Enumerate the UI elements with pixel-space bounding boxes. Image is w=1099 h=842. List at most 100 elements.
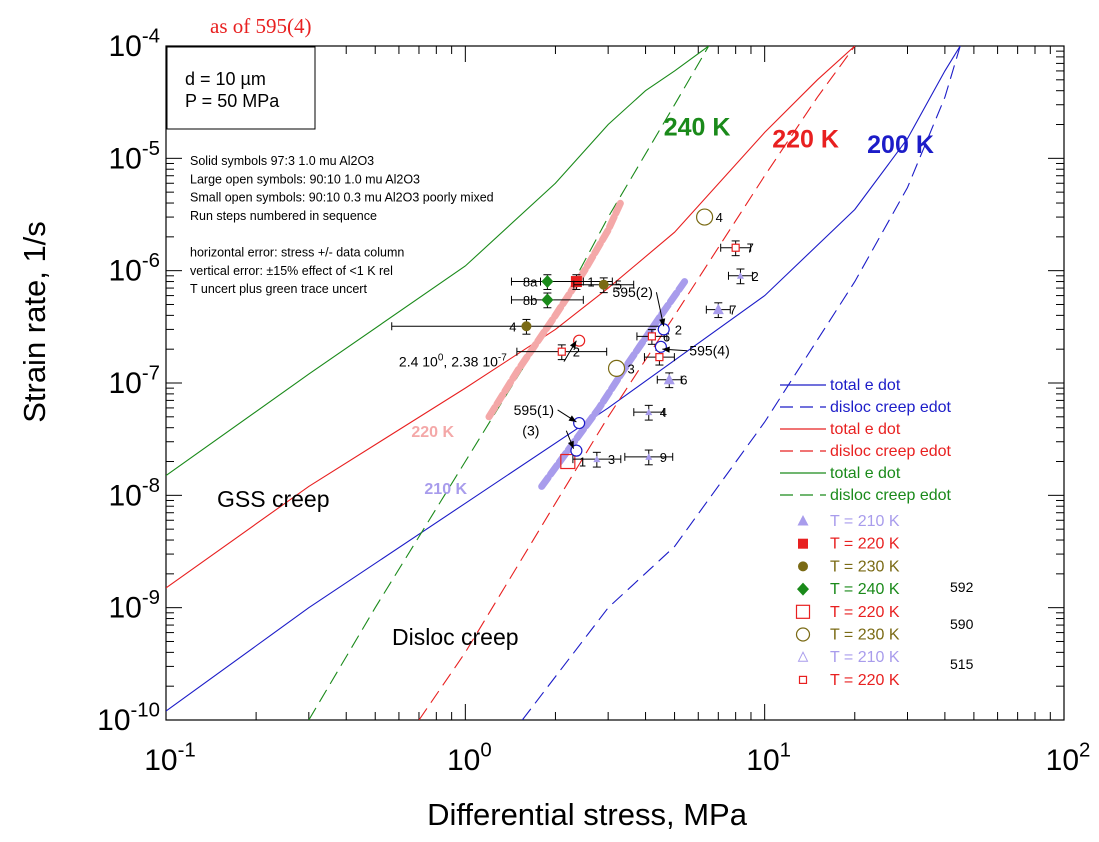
note-line: horizontal error: stress +/- data column	[190, 246, 404, 260]
y-tick-label: 10-7	[108, 363, 160, 401]
legend-marker-label: T = 240 K	[830, 581, 900, 598]
data-point	[521, 321, 532, 332]
params-line-1: d = 10 µm	[185, 69, 266, 89]
curve-label: 210 K	[424, 481, 467, 498]
point-label: 8b	[523, 293, 537, 308]
data-point	[655, 353, 664, 362]
series-line-2	[166, 46, 856, 589]
point-label: 6	[663, 329, 670, 344]
data-point	[593, 455, 601, 463]
point-label: 5	[615, 278, 622, 293]
data-point	[731, 243, 740, 252]
curve-label: 220 K	[411, 424, 454, 441]
data-point	[541, 293, 554, 307]
legend-line-label: total e dot	[830, 377, 901, 394]
legend-marker	[795, 604, 811, 619]
data-point	[598, 279, 609, 290]
x-axis-label: Differential stress, MPa	[427, 797, 748, 832]
x-tick-label: 101	[746, 740, 791, 778]
data-point	[712, 303, 724, 315]
data-point	[736, 272, 744, 279]
point-label: 7	[729, 303, 736, 318]
point-label: 7	[747, 241, 754, 256]
legend-marker	[797, 651, 809, 662]
annotation-label: 595(2)	[612, 284, 652, 300]
point-label: 4	[509, 319, 516, 334]
curve-label: 220 K	[772, 125, 839, 153]
y-tick-label: 10-9	[108, 587, 160, 625]
legend-marker-label: T = 220 K	[830, 604, 900, 621]
note-line: Run steps numbered in sequence	[190, 209, 377, 223]
curve-label: 200 K	[867, 131, 934, 159]
data-point	[607, 359, 626, 377]
params-line-2: P = 50 MPa	[185, 91, 280, 111]
legend-run-label: 590	[950, 616, 974, 632]
point-label: 2	[573, 345, 580, 360]
y-tick-label: 10-4	[108, 26, 160, 64]
y-tick-label: 10-5	[108, 138, 160, 176]
note-line: Solid symbols 97:3 1.0 mu Al2O3	[190, 154, 374, 168]
chart-text: Strain rate, 1/s Differential stress, MP…	[17, 46, 748, 832]
region-label-disloc: Disloc creep	[392, 624, 519, 650]
axis-ticks: 10-1 100 101 102 10-10 10-9 10-8 10-7 10-6 10-5 10…	[97, 26, 1090, 778]
header-note: as of 595(4)	[210, 14, 312, 38]
arrow-head	[567, 440, 574, 449]
y-axis-label: Strain rate, 1/s	[17, 221, 52, 423]
data-point	[560, 453, 576, 470]
data-point	[645, 453, 653, 460]
point-label: 4	[660, 405, 667, 420]
note-line: Large open symbols: 90:10 1.0 mu Al2O3	[190, 172, 420, 186]
legend-marker-label: T = 230 K	[830, 558, 900, 575]
point-label: 4	[716, 210, 723, 225]
legend-line-label: total e dot	[830, 421, 901, 438]
arrow-head	[662, 346, 670, 353]
series-line-4	[166, 46, 710, 477]
legend-line-label: disloc creep edot	[830, 443, 952, 460]
y-tick-label: 10-6	[108, 250, 160, 288]
arrow-head	[569, 340, 577, 349]
data-point	[573, 416, 586, 430]
legend-marker-label: T = 210 K	[830, 649, 900, 666]
point-label: 9	[660, 450, 667, 465]
data-point	[663, 373, 675, 385]
point-label: 2	[751, 269, 758, 284]
curve-label: 240 K	[664, 113, 731, 141]
arrow-head	[659, 318, 666, 327]
series-line-3	[418, 46, 856, 720]
legend-marker	[797, 582, 809, 596]
data-point	[696, 208, 714, 226]
data-point	[647, 332, 656, 341]
data-point	[541, 275, 554, 289]
point-label: 6	[680, 373, 687, 388]
arrow-head	[568, 415, 577, 422]
legend-marker	[797, 515, 809, 526]
annotation-label: 595(4)	[689, 343, 729, 359]
x-tick-label: 102	[1046, 740, 1091, 778]
legend-line-label: total e dot	[830, 465, 901, 482]
x-tick-label: 10-1	[144, 740, 196, 778]
data-point	[573, 334, 586, 347]
legend-marker-label: T = 220 K	[830, 536, 900, 553]
annotations: 595(2) 595(4) 595(1) (3) 2.4 100, 2.38 10-7	[399, 284, 730, 449]
legend-marker-label: T = 230 K	[830, 627, 900, 644]
legend-line-label: disloc creep edot	[830, 399, 952, 416]
point-label: 2	[675, 322, 682, 337]
point-label: 3	[628, 361, 635, 376]
point-label: 1	[587, 275, 594, 290]
legend-run-label: 515	[950, 656, 974, 672]
legend-marker	[798, 675, 808, 685]
note-line: Small open symbols: 90:10 0.3 mu Al2O3 p…	[190, 191, 494, 205]
legend: total e dot disloc creep edot total e dot d…	[780, 377, 974, 689]
curve-labels: Solid symbols 97:3 1.0 mu Al2O3 Large ope…	[190, 113, 934, 497]
note-line: vertical error: ±15% effect of <1 K rel	[190, 264, 393, 278]
legend-marker-label: T = 210 K	[830, 513, 900, 530]
model-curves	[166, 46, 961, 720]
legend-marker	[795, 627, 811, 642]
legend-marker	[798, 561, 808, 572]
y-tick-label: 10-8	[108, 475, 160, 513]
region-label-gss: GSS creep	[217, 486, 330, 512]
note-line: T uncert plus green trace uncert	[190, 282, 367, 296]
data-point	[557, 347, 566, 356]
series-line-6	[485, 199, 624, 421]
